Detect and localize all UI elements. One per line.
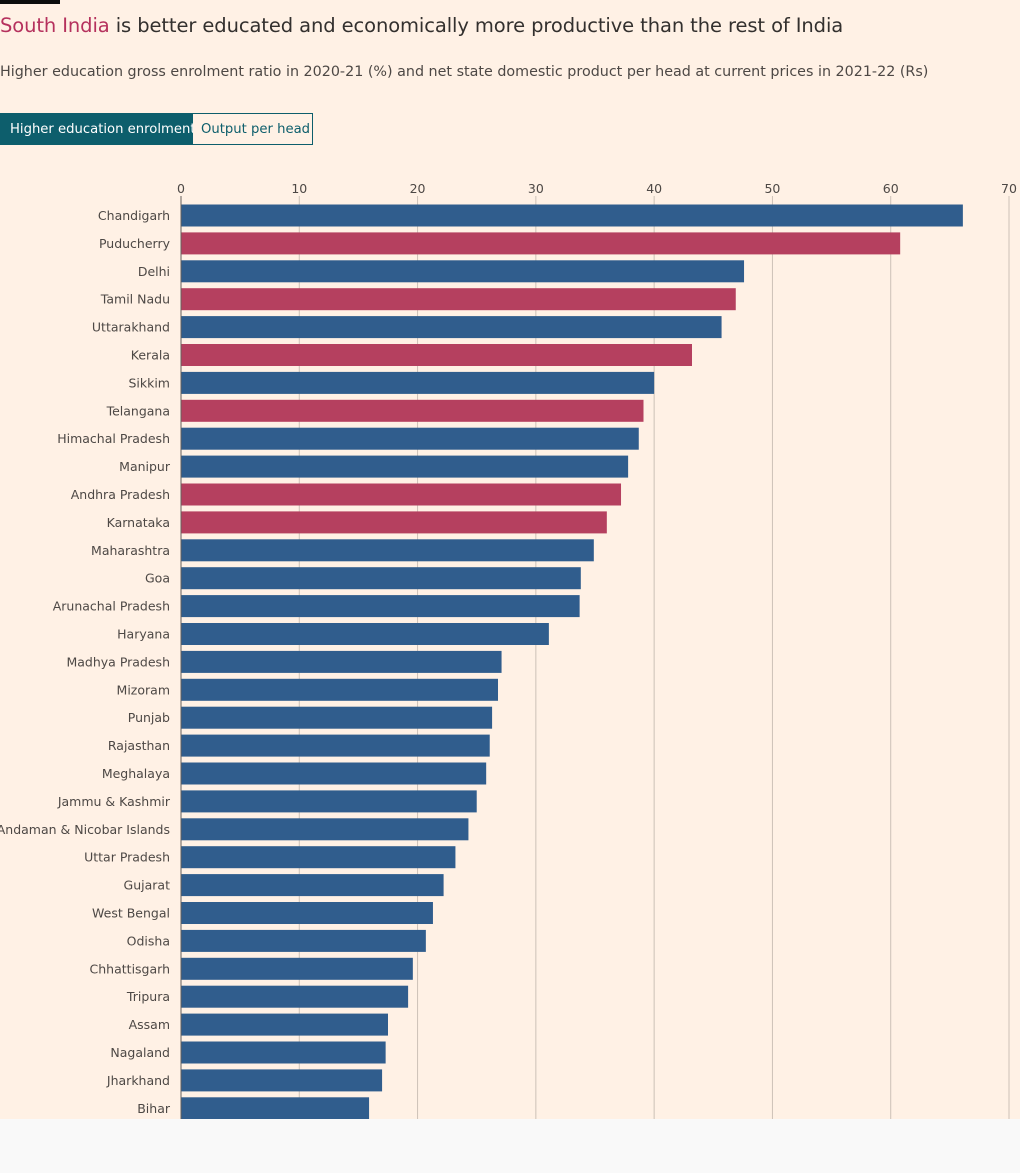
category-label: Mizoram: [117, 682, 170, 697]
toggle-output-label: Output per head: [201, 121, 311, 137]
bar: [181, 1069, 383, 1092]
category-label: Tripura: [126, 989, 170, 1004]
metric-toggle: Higher education enrolment Output per he…: [0, 113, 313, 145]
category-label: Maharashtra: [91, 543, 170, 558]
category-label: Karnataka: [107, 515, 170, 530]
category-label: Madhya Pradesh: [66, 654, 170, 669]
toggle-education-label: Higher education enrolment: [10, 121, 196, 137]
category-label: Sikkim: [128, 375, 170, 390]
bar: [181, 846, 456, 869]
category-label: Nagaland: [110, 1045, 170, 1060]
bar: [181, 595, 580, 618]
category-label: Arunachal Pradesh: [53, 599, 170, 614]
toggle-education-button[interactable]: Higher education enrolment: [0, 113, 196, 145]
bar: [181, 399, 644, 422]
bar: [181, 344, 692, 366]
bar: [181, 818, 469, 841]
chart-subtitle: Higher education gross enrolment ratio i…: [0, 64, 929, 80]
x-tick-label: 60: [883, 181, 899, 196]
bar-chart: 0 10 20 30 40 50 60 70 Chandigarh Puducherry Delhi…: [0, 181, 1017, 1119]
x-tick-label: 40: [646, 181, 662, 196]
bar: [181, 455, 629, 478]
category-label: Assam: [129, 1017, 170, 1032]
bar: [181, 260, 745, 283]
page-title: South India is better educated and econo…: [0, 14, 1015, 37]
bar: [181, 427, 639, 450]
x-tick-label: 0: [177, 181, 185, 196]
category-label: Kerala: [131, 348, 170, 363]
category-label: Gujarat: [124, 878, 171, 893]
category-label: Uttar Pradesh: [84, 850, 170, 865]
x-tick-label: 10: [291, 181, 307, 196]
x-tick-label: 70: [1001, 181, 1017, 196]
bar: [181, 316, 722, 339]
category-label: Andhra Pradesh: [71, 487, 170, 502]
category-label: Delhi: [138, 264, 170, 279]
bar: [181, 902, 433, 924]
bar: [181, 790, 477, 813]
bar: [181, 371, 655, 394]
category-label: Andaman & Nicobar Islands: [0, 822, 170, 837]
bar: [181, 204, 963, 227]
category-label: Bihar: [137, 1101, 171, 1116]
top-rule: [0, 0, 60, 4]
bar: [181, 483, 622, 506]
bar: [181, 957, 413, 980]
x-tick-label: 20: [410, 181, 426, 196]
category-label: Manipur: [119, 459, 171, 474]
category-label: Puducherry: [99, 236, 171, 251]
toggle-output-button[interactable]: Output per head: [193, 113, 313, 145]
category-label: Jammu & Kashmir: [57, 794, 171, 809]
bar: [181, 734, 490, 757]
category-label: Uttarakhand: [92, 320, 170, 335]
category-label: Punjab: [128, 710, 170, 725]
category-label: Himachal Pradesh: [57, 431, 170, 446]
category-label: Meghalaya: [102, 766, 170, 781]
bar: [181, 1097, 370, 1119]
category-label: Telangana: [106, 403, 170, 418]
bar: [181, 678, 499, 701]
bar: [181, 623, 549, 645]
category-label: Chhattisgarh: [90, 961, 170, 976]
category-label: Goa: [145, 571, 170, 586]
category-label: West Bengal: [92, 906, 170, 921]
x-tick-label: 50: [764, 181, 780, 196]
bar: [181, 985, 409, 1008]
bar: [181, 874, 444, 897]
category-label: Chandigarh: [98, 208, 170, 223]
category-label: Odisha: [127, 933, 170, 948]
title-highlight: South India: [0, 14, 110, 37]
chart-panel: South India is better educated and econo…: [0, 0, 1020, 1119]
x-tick-label: 30: [528, 181, 544, 196]
title-rest: is better educated and economically more…: [109, 14, 844, 37]
category-label: Jharkhand: [106, 1073, 170, 1088]
bar: [181, 929, 426, 952]
bar: [181, 762, 487, 785]
category-label: Rajasthan: [108, 738, 170, 753]
bar: [181, 511, 607, 534]
category-label: Haryana: [117, 627, 170, 642]
bar: [181, 1013, 388, 1036]
bar: [181, 650, 502, 673]
bar: [181, 706, 493, 729]
category-label: Tamil Nadu: [100, 292, 170, 307]
bar: [181, 232, 901, 255]
bar: [181, 567, 581, 590]
bar: [181, 1041, 386, 1064]
bar: [181, 539, 594, 562]
bar: [181, 288, 736, 311]
